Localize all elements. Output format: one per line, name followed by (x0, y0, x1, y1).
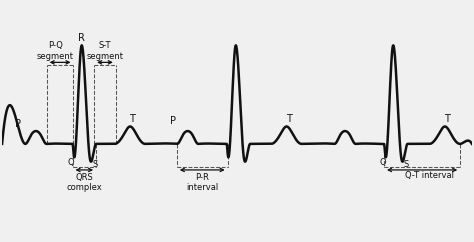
Text: S: S (92, 160, 98, 169)
Text: Q: Q (68, 158, 74, 166)
Text: T: T (129, 114, 135, 124)
Text: R: R (78, 33, 84, 43)
Text: S-T
segment: S-T segment (86, 41, 123, 60)
Text: Q-T interval: Q-T interval (405, 171, 454, 180)
Text: T: T (444, 114, 450, 124)
Text: P: P (170, 116, 176, 127)
Text: Q: Q (379, 158, 386, 166)
Text: P-R
interval: P-R interval (186, 173, 219, 192)
Text: T: T (286, 114, 292, 124)
Text: S: S (404, 160, 409, 169)
Text: P: P (15, 119, 21, 129)
Text: P-Q
segment: P-Q segment (37, 41, 74, 60)
Text: QRS
complex: QRS complex (66, 173, 102, 192)
